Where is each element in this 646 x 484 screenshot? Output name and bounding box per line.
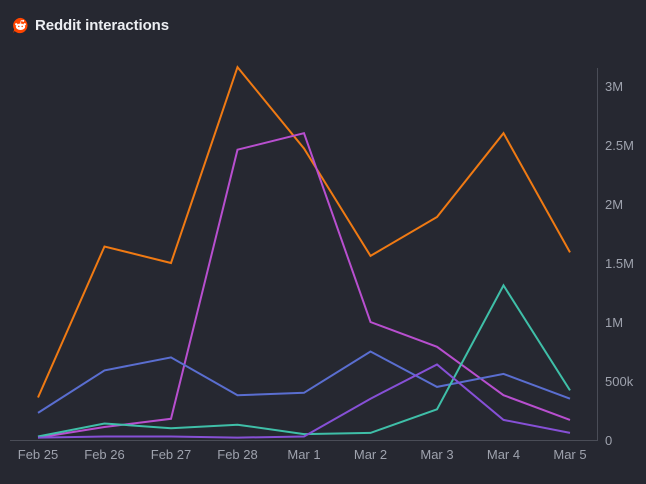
x-tick-label: Feb 26 (84, 447, 124, 462)
y-tick-label: 3M (605, 79, 623, 94)
x-axis-ticks: Feb 25 Feb 26 Feb 27 Feb 28 Mar 1 Mar 2 Mar 3 M… (18, 447, 587, 462)
x-tick-label: Feb 27 (151, 447, 191, 462)
x-tick-label: Feb 25 (18, 447, 58, 462)
series-purple (37, 363, 571, 439)
y-tick-label: 2.5M (605, 138, 634, 153)
series-orange (37, 65, 571, 398)
series-blue (37, 350, 571, 414)
y-tick-label: 0 (605, 433, 612, 448)
axes (10, 68, 598, 441)
x-tick-label: Mar 5 (553, 447, 586, 462)
y-tick-label: 2M (605, 197, 623, 212)
y-tick-label: 1M (605, 315, 623, 330)
y-tick-label: 500k (605, 374, 634, 389)
reddit-icon (13, 17, 28, 34)
chart-title: Reddit interactions (35, 17, 169, 34)
series-teal (37, 283, 571, 438)
x-tick-label: Mar 4 (487, 447, 520, 462)
y-axis-ticks: 0 500k 1M 1.5M 2M 2.5M 3M (605, 79, 634, 448)
series-lines (37, 65, 571, 439)
x-tick-label: Feb 28 (217, 447, 257, 462)
x-tick-label: Mar 3 (420, 447, 453, 462)
chart-header: Reddit interactions (12, 17, 169, 34)
x-tick-label: Mar 1 (287, 447, 320, 462)
x-tick-label: Mar 2 (354, 447, 387, 462)
y-tick-label: 1.5M (605, 256, 634, 271)
